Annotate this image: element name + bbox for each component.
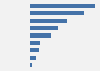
Bar — [30, 19, 67, 23]
Bar — [30, 48, 39, 52]
Bar — [30, 33, 51, 38]
Bar — [30, 56, 36, 60]
Bar — [30, 63, 32, 67]
Bar — [30, 26, 58, 30]
Bar — [30, 41, 40, 45]
Bar — [30, 4, 95, 8]
Bar — [30, 11, 84, 15]
